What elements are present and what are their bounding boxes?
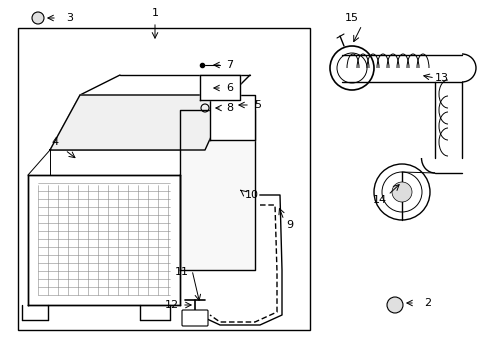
Circle shape [391, 182, 411, 202]
Text: 1: 1 [151, 8, 158, 18]
Polygon shape [200, 75, 240, 100]
Text: 10: 10 [244, 190, 259, 200]
Circle shape [386, 297, 402, 313]
Circle shape [32, 12, 44, 24]
Text: 7: 7 [226, 60, 233, 70]
Text: 13: 13 [434, 73, 448, 83]
Polygon shape [50, 95, 229, 150]
Text: 3: 3 [66, 13, 73, 23]
Text: 12: 12 [164, 300, 179, 310]
Text: 5: 5 [254, 100, 261, 110]
Text: 6: 6 [226, 83, 233, 93]
Polygon shape [28, 175, 180, 305]
FancyBboxPatch shape [182, 310, 207, 326]
Text: 9: 9 [286, 220, 293, 230]
Text: 4: 4 [51, 137, 59, 147]
Text: 8: 8 [226, 103, 233, 113]
Text: 11: 11 [175, 267, 189, 277]
Text: 2: 2 [424, 298, 431, 308]
Text: 14: 14 [372, 195, 386, 205]
Polygon shape [209, 95, 254, 140]
Bar [18, 28, 309, 330]
Polygon shape [180, 110, 254, 270]
Text: 15: 15 [345, 13, 358, 23]
